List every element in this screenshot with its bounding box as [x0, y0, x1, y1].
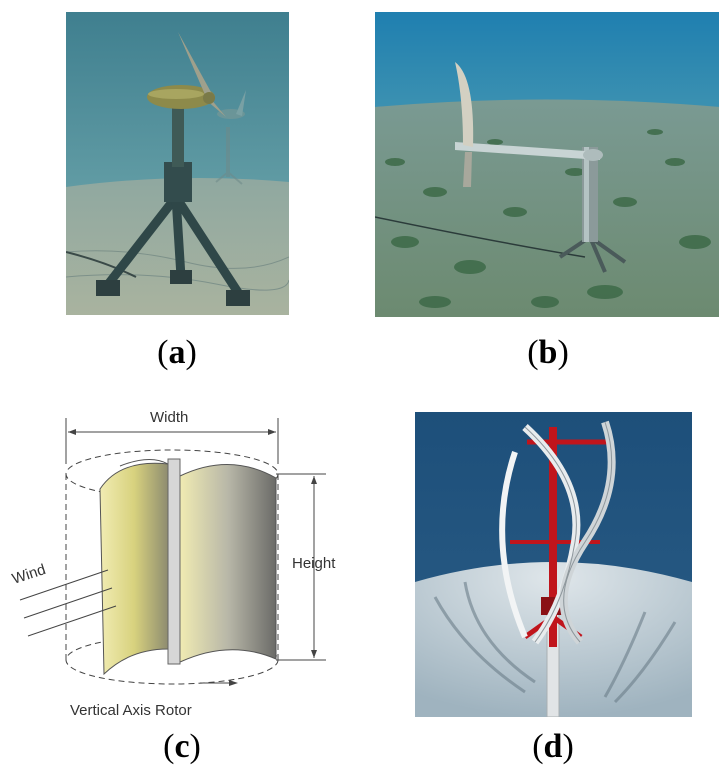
- tidal-turbine-illustration: [65, 12, 290, 315]
- width-label: Width: [150, 409, 188, 426]
- caption-a-letter: a: [168, 334, 186, 371]
- rotor-label: Vertical Axis Rotor: [70, 702, 192, 719]
- caption-c-letter: c: [174, 728, 190, 765]
- height-label: Height: [292, 555, 336, 572]
- caption-c: (c): [163, 728, 201, 765]
- panel-d-image: [415, 412, 692, 718]
- caption-b-letter: b: [538, 334, 558, 371]
- caption-b: (b): [527, 334, 569, 371]
- caption-d-letter: d: [543, 728, 563, 765]
- caption-a: (a): [157, 334, 197, 371]
- wind-label: Wind: [10, 561, 48, 588]
- panel-c-diagram: Width Height Wind Vertical Axis Rotor: [0, 404, 360, 724]
- vertical-axis-rotor-diagram: Width Height Wind Vertical Axis Rotor: [10, 409, 336, 719]
- helical-turbine-illustration: [415, 412, 692, 718]
- underwater-turbine-illustration: [374, 12, 719, 317]
- panel-a-image: [65, 12, 290, 315]
- panel-b-image: [374, 12, 719, 317]
- caption-d: (d): [532, 728, 574, 765]
